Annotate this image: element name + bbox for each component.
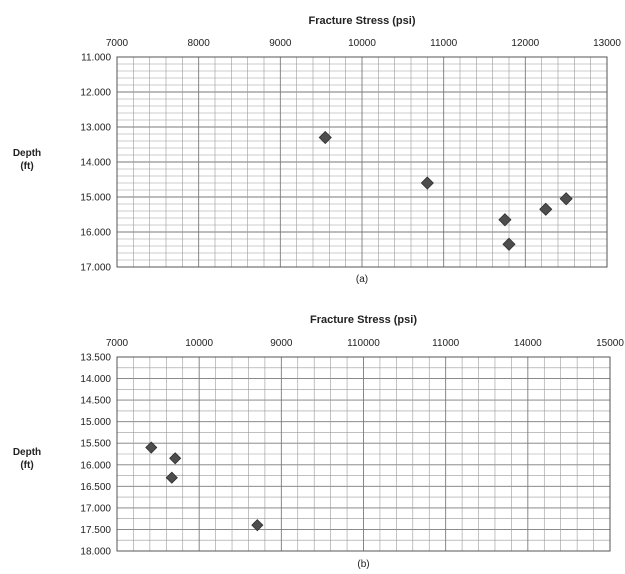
data-point	[145, 441, 158, 454]
x-tick-label: 10000	[185, 338, 213, 349]
x-tick-label: 10000	[348, 38, 376, 49]
data-point	[559, 192, 573, 206]
y-tick-label: 17.000	[80, 503, 111, 514]
y-tick-label: 11.000	[81, 53, 111, 64]
y-tick-label: 12.000	[80, 88, 111, 99]
x-tick-label: 7000	[106, 338, 129, 349]
x-tick-label: 7000	[106, 38, 129, 49]
x-tick-label: 15000	[596, 338, 624, 349]
grid	[116, 356, 611, 552]
plot-frame	[116, 56, 608, 268]
y-tick-label: 16.000	[80, 228, 111, 239]
y-tick-label: 14.500	[80, 396, 111, 407]
chart-title: Fracture Stress (psi)	[309, 15, 416, 27]
y-tick-label: 17.000	[80, 263, 111, 274]
y-tick-label: 13.000	[80, 123, 111, 134]
data-point	[318, 130, 332, 145]
y-tick-label: 15.000	[80, 417, 111, 428]
x-tick-label: 8000	[188, 38, 211, 49]
y-tick-label: 14.000	[80, 158, 111, 169]
chart-title: Fracture Stress (psi)	[310, 314, 417, 326]
y-tick-label: 14.000	[80, 374, 111, 385]
y-axis-label: (ft)	[20, 460, 33, 471]
data-point	[498, 213, 512, 227]
x-tick-label: 9000	[269, 38, 292, 49]
chart-b: Fracture Stress (psi) 7000 10000 9000 110000…	[13, 314, 625, 570]
y-axis-label: Depth	[13, 447, 41, 458]
x-tick-label: 12000	[511, 38, 539, 49]
y-axis-label: Depth	[13, 148, 41, 159]
y-tick-label: 18.000	[80, 547, 111, 558]
data-point	[420, 176, 434, 190]
y-axis-label: (ft)	[20, 161, 33, 172]
data-point	[539, 202, 553, 216]
chart-a: Fracture Stress (psi) 7000 8000 9000 10000 11…	[13, 15, 622, 285]
grid	[116, 56, 608, 268]
y-tick-label: 13.500	[80, 353, 111, 364]
chart-caption: (b)	[357, 559, 369, 570]
plot-frame	[116, 356, 611, 552]
y-tick-label: 17.500	[80, 525, 111, 536]
data-point	[169, 452, 182, 465]
x-tick-label: 11000	[432, 338, 460, 349]
x-tick-label: 14000	[514, 338, 542, 349]
x-tick-label: 110000	[347, 338, 380, 349]
y-tick-label: 16.500	[80, 482, 111, 493]
y-tick-label: 15.500	[80, 439, 111, 450]
data-point	[251, 519, 264, 532]
y-tick-label: 16.000	[80, 460, 111, 471]
x-tick-label: 13000	[593, 38, 621, 49]
x-tick-label: 11000	[430, 38, 458, 49]
x-tick-label: 9000	[270, 338, 293, 349]
data-point	[165, 471, 178, 484]
y-tick-label: 15.000	[80, 193, 111, 204]
chart-caption: (a)	[356, 274, 368, 285]
data-point	[502, 237, 516, 251]
